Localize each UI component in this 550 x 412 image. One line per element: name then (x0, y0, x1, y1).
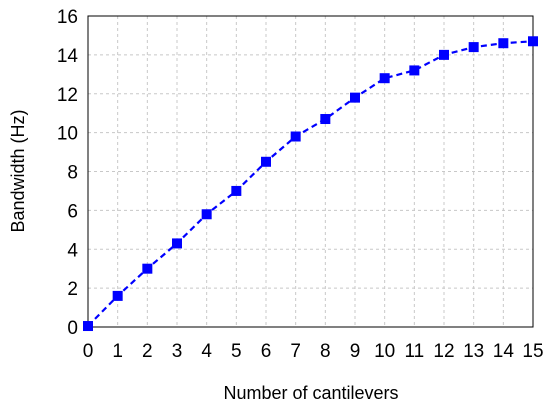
y-tick-label: 8 (67, 163, 78, 184)
x-tick-label: 10 (374, 341, 395, 362)
data-point (350, 92, 360, 103)
data-point (439, 49, 449, 60)
x-tick-label: 8 (320, 341, 331, 362)
data-point (468, 42, 479, 53)
x-tick-label: 15 (522, 341, 543, 362)
y-tick-label: 12 (57, 85, 78, 106)
x-tick-label: 7 (290, 341, 301, 362)
x-tick-label: 2 (142, 341, 153, 362)
data-point (231, 185, 242, 196)
series-lines (87, 40, 534, 327)
x-tick-label: 9 (350, 341, 361, 362)
y-tick-label: 10 (57, 124, 78, 145)
data-point (320, 114, 331, 125)
x-tick-label: 4 (201, 341, 212, 362)
data-point (379, 73, 390, 84)
data-point (142, 263, 153, 274)
data-point (112, 290, 123, 301)
x-tick-label: 11 (404, 341, 424, 362)
plot-frame (87, 15, 534, 328)
x-axis-title: Number of cantilevers (223, 383, 398, 403)
y-axis-title: Bandwidth (Hz) (8, 109, 28, 232)
x-tick-label: 0 (83, 341, 94, 362)
x-tick-label: 14 (493, 341, 515, 362)
data-point (83, 321, 93, 332)
data-point (261, 156, 271, 167)
x-tick-label: 13 (463, 341, 484, 362)
data-point (290, 131, 301, 142)
y-tick-label: 4 (67, 240, 78, 261)
y-tick-label: 0 (67, 318, 78, 339)
x-tick-label: 6 (261, 341, 272, 362)
y-tick-label: 14 (57, 46, 79, 67)
data-point (172, 238, 182, 249)
x-tick-labels: 0 1 2 3 4 5 6 7 8 9 10 11 12 13 14 15 (83, 341, 544, 362)
series-points (83, 36, 538, 332)
series-line (87, 40, 534, 327)
y-tick-label: 6 (67, 201, 78, 222)
data-point (528, 36, 538, 47)
data-point (201, 209, 212, 220)
data-point (498, 38, 509, 49)
x-tick-label: 12 (433, 341, 454, 362)
grid (88, 16, 533, 327)
x-tick-label: 3 (172, 341, 183, 362)
y-tick-labels: 0 2 4 6 8 10 12 14 16 (57, 7, 79, 339)
x-tick-label: 5 (231, 341, 242, 362)
y-tick-label: 16 (57, 7, 78, 28)
data-point (409, 65, 420, 76)
y-tick-label: 2 (67, 279, 78, 300)
x-tick-label: 1 (112, 341, 123, 362)
